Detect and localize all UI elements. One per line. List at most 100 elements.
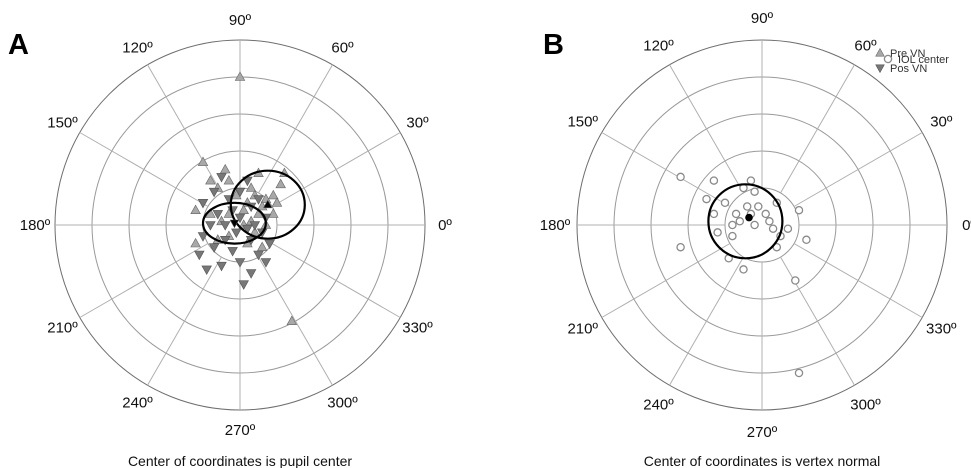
angle-label: 300º: [327, 395, 358, 412]
angle-label: 30º: [406, 115, 429, 132]
data-point-iol-center: [742, 202, 752, 211]
grid-spoke: [271, 243, 401, 318]
angle-label: 120º: [122, 40, 153, 57]
data-point-iol-center: [728, 220, 737, 230]
grid-spoke: [258, 256, 333, 386]
legend-marker-iol-center: [883, 54, 893, 64]
data-point-pos-vn: [219, 221, 231, 231]
data-point-iol-center: [709, 176, 719, 185]
data-point-pos-vn: [197, 232, 209, 242]
data-point-pos-vn: [212, 210, 224, 220]
grid-spoke: [669, 64, 744, 194]
data-point-iol-center: [709, 209, 719, 219]
data-point-iol-center: [713, 228, 722, 237]
data-point-pre-vn: [245, 182, 257, 192]
data-point-pre-vn: [275, 178, 286, 189]
data-point-pos-vn: [216, 261, 227, 272]
data-point-pos-vn: [227, 247, 238, 257]
data-point-pos-vn: [201, 265, 212, 276]
data-point-iol-center: [765, 217, 774, 226]
grid-spoke: [79, 243, 209, 318]
angle-label: 270º: [747, 424, 778, 441]
data-point-pos-vn: [216, 173, 227, 183]
grid-spoke: [780, 256, 855, 386]
data-point-pre-vn: [219, 163, 231, 174]
angle-label: 150º: [47, 115, 78, 132]
centroid-pre-vn: [262, 199, 273, 209]
legend-marker-pos-vn: [875, 64, 885, 74]
data-point-iol-center: [791, 276, 800, 285]
angle-label: 300º: [850, 396, 881, 413]
legend-label: Pre VN: [890, 48, 926, 60]
data-point-iol-center: [735, 217, 745, 226]
confidence-ellipse: [229, 169, 306, 240]
grid-spoke: [780, 64, 855, 194]
data-point-iol-center: [754, 202, 763, 211]
data-point-pos-vn: [231, 228, 242, 239]
panel-a-letter: A: [8, 29, 29, 61]
angle-label: 60º: [331, 40, 354, 57]
data-point-pre-vn: [234, 71, 246, 81]
angle-label: 180º: [20, 217, 51, 234]
data-point-pos-vn: [264, 239, 275, 250]
data-point-iol-center: [728, 231, 737, 241]
data-point-pos-vn: [242, 224, 253, 235]
data-point-iol-center: [702, 194, 711, 204]
data-point-pos-vn: [234, 213, 246, 224]
angle-label: 240º: [122, 395, 153, 412]
panel-b-caption: Center of coordinates is vertex normal: [644, 453, 881, 468]
data-point-pos-vn: [253, 195, 264, 205]
confidence-ellipse: [201, 201, 267, 245]
data-point-pos-vn: [238, 280, 249, 290]
angle-label: 0º: [438, 217, 452, 234]
data-point-pos-vn: [245, 269, 257, 279]
panel-a-caption: Center of coordinates is pupil center: [128, 453, 352, 468]
angle-label: 90º: [751, 10, 774, 27]
data-point-iol-center: [768, 224, 778, 233]
angle-label: 0º: [962, 217, 971, 234]
panel-a-polar-plot: A 0º 30º 60º 90º 120º 150º 180º 210º 240º 270º 300…: [8, 12, 927, 468]
angle-label: 270º: [225, 422, 256, 439]
angle-label: 180º: [540, 217, 571, 234]
grid-spoke: [669, 256, 744, 386]
data-point-pre-vn: [238, 204, 249, 214]
legend-label: IOL center: [898, 54, 949, 66]
mean-point: [745, 213, 753, 222]
grid-spoke: [258, 64, 333, 194]
data-point-iol-center: [750, 187, 759, 196]
panel-b-letter: B: [543, 29, 564, 61]
angle-label: 210º: [567, 321, 598, 338]
data-point-iol-center: [761, 209, 770, 219]
grid-spoke: [79, 132, 209, 207]
angle-label: 330º: [402, 320, 433, 337]
data-point-pre-vn: [223, 174, 235, 185]
data-point-iol-center: [802, 235, 811, 245]
data-point-iol-center: [720, 198, 730, 208]
data-point-iol-center: [794, 205, 804, 215]
data-point-pos-vn: [208, 243, 220, 253]
data-point-iol-center: [676, 242, 685, 252]
data-point-pos-vn: [194, 250, 205, 261]
data-point-pre-vn: [197, 156, 209, 166]
grid-spoke: [793, 243, 923, 318]
data-point-iol-center: [731, 209, 741, 219]
centroid-pos-vn: [229, 219, 240, 229]
data-point-pos-vn: [219, 236, 231, 246]
data-point-pos-vn: [205, 221, 216, 231]
data-point-iol-center: [783, 224, 793, 233]
data-point-pos-vn: [234, 187, 246, 198]
confidence-ellipse: [707, 183, 784, 260]
data-point-pos-vn: [249, 221, 261, 231]
angle-label: 60º: [854, 38, 877, 55]
data-point-iol-center: [739, 265, 748, 274]
data-point-pre-vn: [286, 315, 298, 326]
grid-spoke: [271, 132, 401, 207]
angle-label: 330º: [926, 321, 957, 338]
legend-label: Pos VN: [890, 63, 927, 75]
data-point-pos-vn: [197, 199, 209, 209]
data-point-pos-vn: [253, 250, 264, 261]
panel-b-polar-plot: B 0º 30º 60º 90º 120º 150º 180º 210º 240º 270º 300…: [540, 10, 971, 468]
grid-spoke: [601, 132, 731, 207]
grid-spoke: [147, 256, 222, 386]
